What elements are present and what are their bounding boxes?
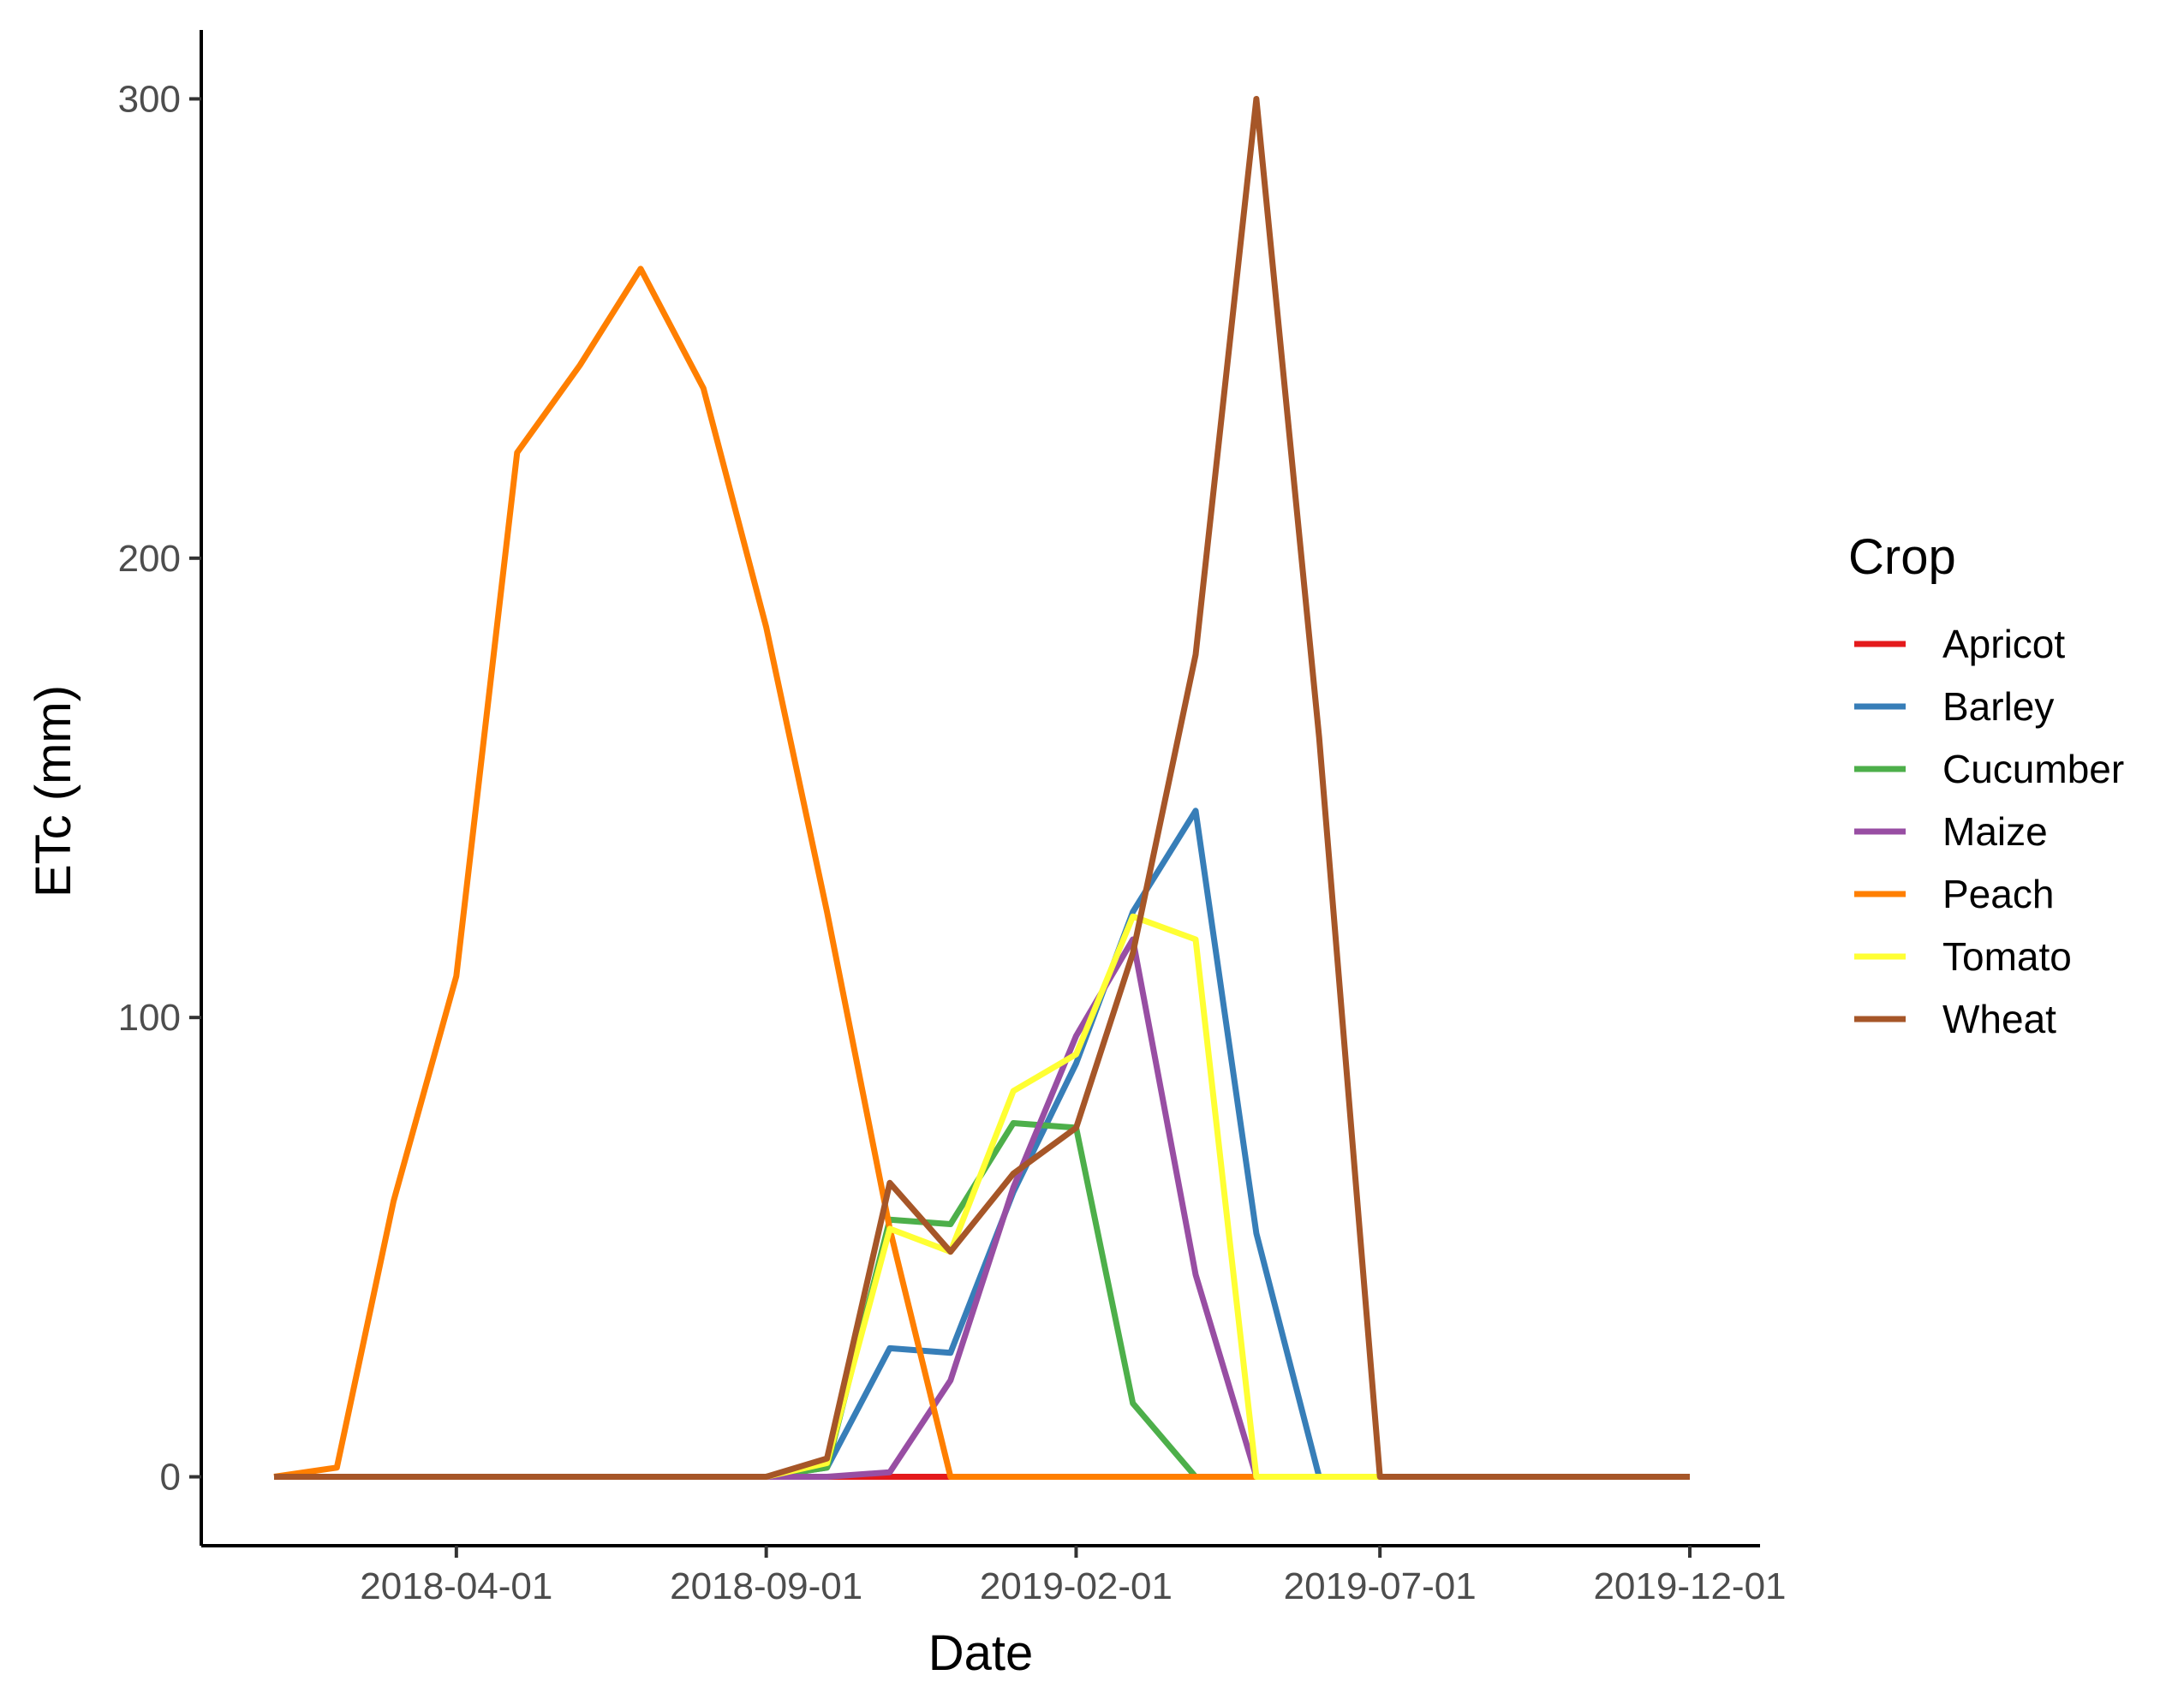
y-tick-label: 0 — [160, 1457, 181, 1499]
x-tick-label: 2019-02-01 — [980, 1565, 1173, 1607]
legend-item-apricot: Apricot — [1854, 622, 2065, 666]
y-tick-label: 300 — [118, 78, 181, 120]
x-tick-label: 2019-07-01 — [1284, 1565, 1477, 1607]
x-axis-title: Date — [928, 1625, 1034, 1681]
legend-label: Maize — [1942, 809, 2048, 854]
legend: Crop Apricot Barley Cucumber Maize Peach Toma… — [1848, 529, 2124, 1041]
legend-item-maize: Maize — [1854, 809, 2048, 854]
legend-label: Wheat — [1942, 997, 2056, 1041]
legend-label: Cucumber — [1942, 747, 2124, 791]
y-axis-title: ETc (mm) — [26, 685, 81, 897]
y-tick-label: 200 — [118, 538, 181, 580]
series-layer — [273, 96, 1690, 1480]
legend-label: Barley — [1942, 684, 2054, 729]
legend-item-tomato: Tomato — [1854, 934, 2072, 979]
x-tick-label: 2019-12-01 — [1593, 1565, 1786, 1607]
legend-item-wheat: Wheat — [1854, 997, 2056, 1041]
legend-label: Apricot — [1942, 622, 2065, 666]
series-line-wheat — [274, 96, 1690, 1480]
axes: 0 100 200 300 2018-04-01 2018-09-01 2019-02-01… — [118, 30, 1787, 1607]
y-tick-label: 100 — [118, 997, 181, 1039]
legend-label: Peach — [1942, 872, 2054, 916]
x-tick-label: 2018-04-01 — [360, 1565, 552, 1607]
series-line-peach — [273, 265, 1690, 1480]
series-line-barley — [274, 808, 1690, 1480]
legend-item-peach: Peach — [1854, 872, 2054, 916]
legend-title: Crop — [1848, 529, 1956, 585]
x-tick-label: 2018-09-01 — [670, 1565, 862, 1607]
legend-item-cucumber: Cucumber — [1854, 747, 2124, 791]
legend-label: Tomato — [1942, 934, 2072, 979]
legend-item-barley: Barley — [1854, 684, 2054, 729]
series-line-tomato — [274, 913, 1690, 1480]
